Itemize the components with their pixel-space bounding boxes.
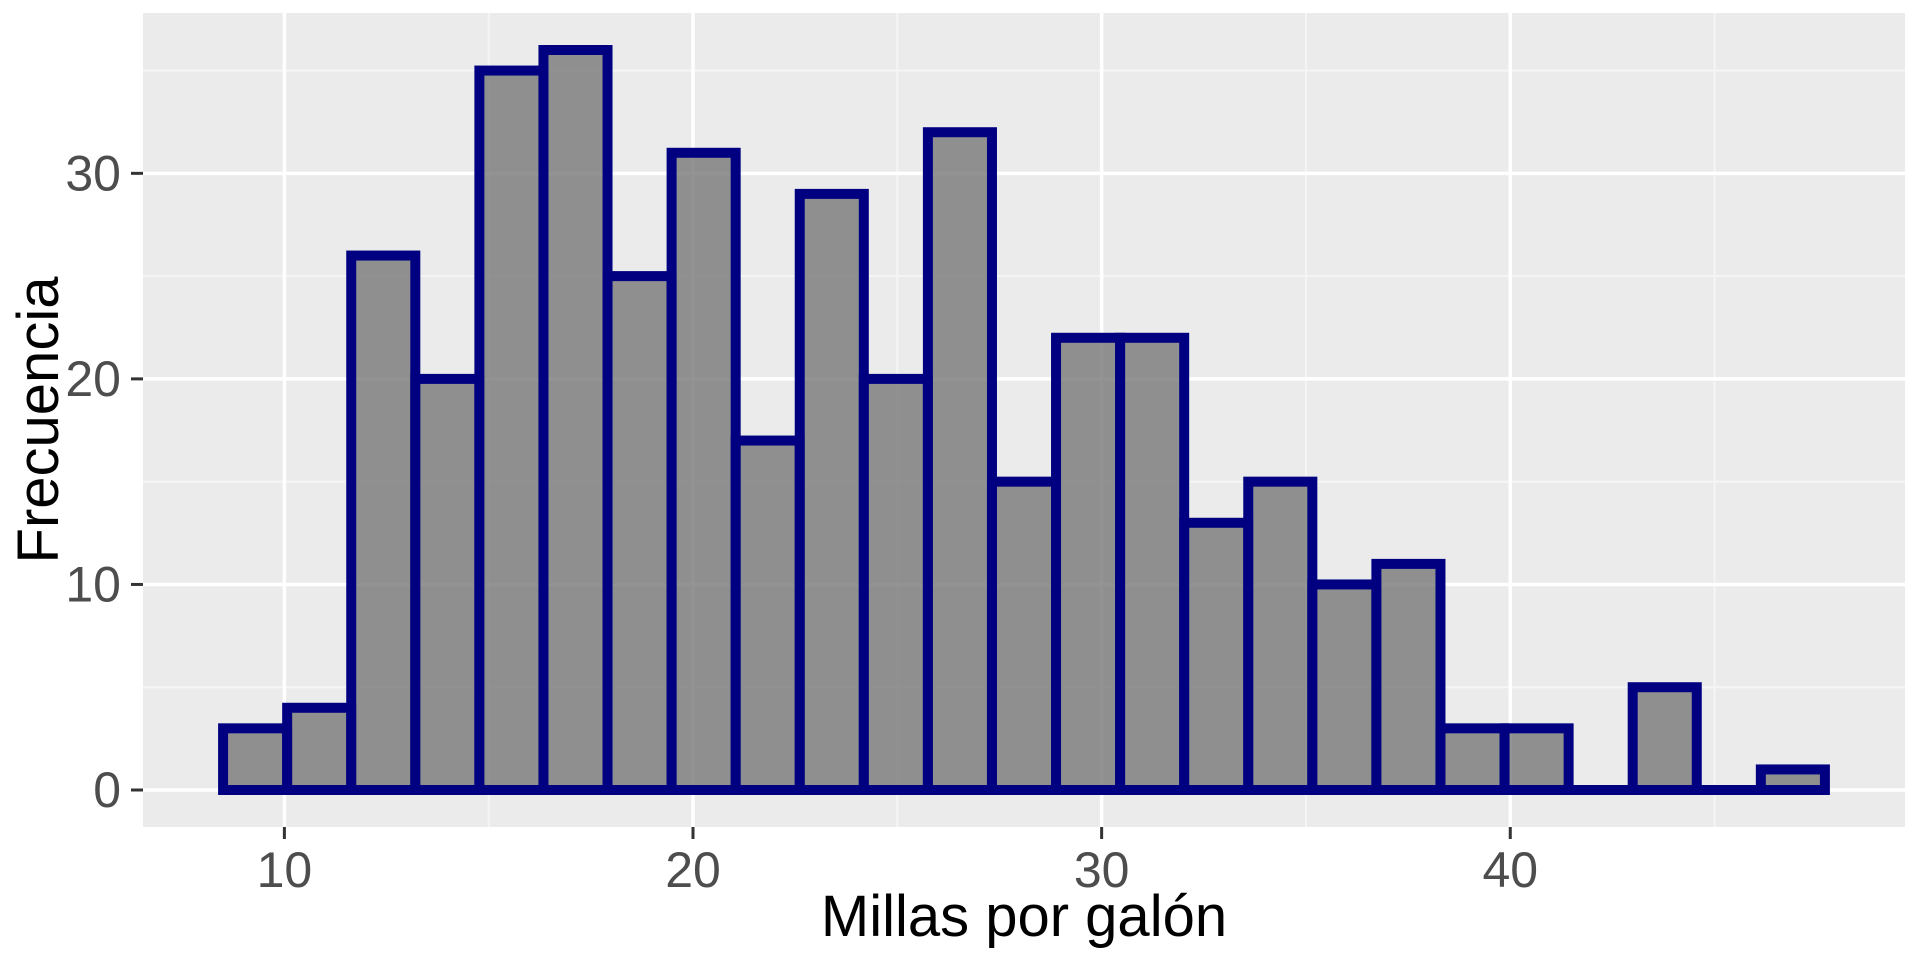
- x-tick-label: 20: [665, 842, 721, 898]
- histogram-bar: [1115, 332, 1190, 795]
- y-tick-label: 30: [65, 145, 121, 201]
- histogram-bar: [1371, 558, 1446, 796]
- histogram-bars: [218, 45, 1830, 796]
- axis-tick-marks: [131, 171, 1512, 839]
- histogram-bar: [282, 702, 357, 795]
- y-axis-title: Frecuencia: [6, 276, 71, 564]
- histogram-bar: [986, 476, 1062, 795]
- x-axis-title: Millas por galón: [821, 884, 1227, 949]
- histogram-bar: [1051, 332, 1126, 795]
- y-tick-label: 10: [65, 556, 121, 612]
- histogram-bar: [1435, 723, 1510, 795]
- histogram-bar: [858, 373, 933, 795]
- y-tick-label: 0: [93, 762, 121, 818]
- histogram-bar: [922, 127, 997, 795]
- histogram-bar: [794, 188, 869, 795]
- histogram-bar: [474, 65, 549, 796]
- histogram-bar: [410, 373, 485, 795]
- y-tick-label: 20: [65, 351, 121, 407]
- histogram-bar: [538, 45, 613, 795]
- histogram-bar: [730, 435, 805, 795]
- x-tick-label: 30: [1074, 842, 1130, 898]
- histogram-bar: [1499, 723, 1574, 795]
- histogram-bar: [602, 271, 677, 796]
- histogram-bar: [1307, 579, 1382, 796]
- axis-tick-labels: 10 20 30 40 0 10 20 30: [65, 145, 1538, 898]
- x-tick-label: 10: [257, 842, 313, 898]
- x-tick-label: 40: [1482, 842, 1538, 898]
- histogram-bar: [1179, 517, 1254, 795]
- histogram-bar: [666, 147, 741, 795]
- histogram-bar: [346, 250, 421, 796]
- histogram-bar: [1243, 476, 1318, 795]
- histogram-bar: [1755, 764, 1830, 796]
- histogram-bar: [218, 723, 293, 795]
- histogram-bar: [1627, 682, 1702, 796]
